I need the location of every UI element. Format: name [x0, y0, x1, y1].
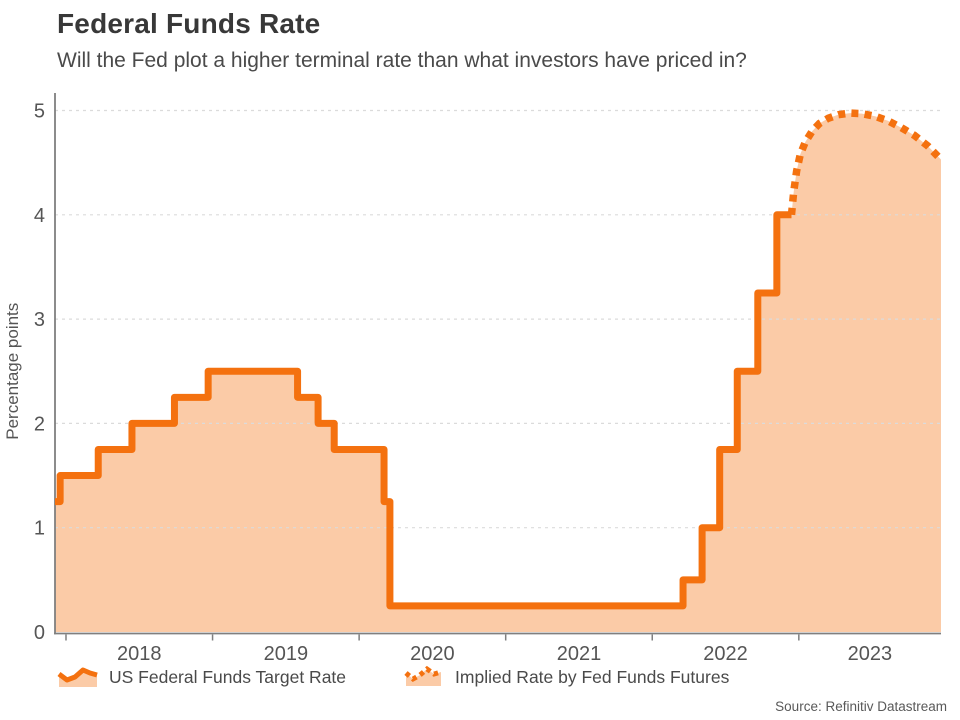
x-tick-label: 2021 — [557, 643, 602, 665]
chart-subtitle: Will the Fed plot a higher terminal rate… — [57, 49, 747, 72]
legend-item-implied-rate: Implied Rate by Fed Funds Futures — [403, 665, 729, 689]
x-tick-label: 2019 — [264, 643, 309, 665]
solid-area-swatch-icon — [57, 667, 98, 687]
target-rate-line — [55, 211, 792, 610]
y-axis-title: Percentage points — [3, 303, 22, 440]
source-attribution: Source: Refinitiv Datastream — [775, 699, 947, 714]
implied-rate-line — [787, 109, 944, 216]
dotted-area-swatch-icon — [404, 665, 442, 686]
legend-item-target-rate: US Federal Funds Target Rate — [57, 665, 346, 689]
legend-label-target-rate: US Federal Funds Target Rate — [109, 666, 347, 687]
chart-header: Federal Funds Rate Will the Fed plot a h… — [57, 8, 937, 73]
y-tick-label: 4 — [34, 205, 45, 227]
x-tick-label: 2020 — [410, 643, 455, 665]
y-tick-label: 5 — [34, 101, 45, 123]
y-tick-label: 1 — [34, 518, 45, 540]
chart-title: Federal Funds Rate — [57, 8, 321, 39]
y-tick-label: 2 — [34, 413, 45, 435]
y-tick-label: 3 — [34, 309, 45, 331]
legend-label-implied-rate: Implied Rate by Fed Funds Futures — [455, 666, 730, 687]
rate-area-fill — [55, 113, 941, 633]
x-tick-label: 2023 — [848, 643, 893, 665]
y-tick-label: 0 — [34, 622, 45, 644]
chart-legend: US Federal Funds Target Rate Implied Rat… — [57, 665, 729, 689]
x-tick-label: 2022 — [703, 643, 748, 665]
x-tick-label: 2018 — [117, 643, 162, 665]
